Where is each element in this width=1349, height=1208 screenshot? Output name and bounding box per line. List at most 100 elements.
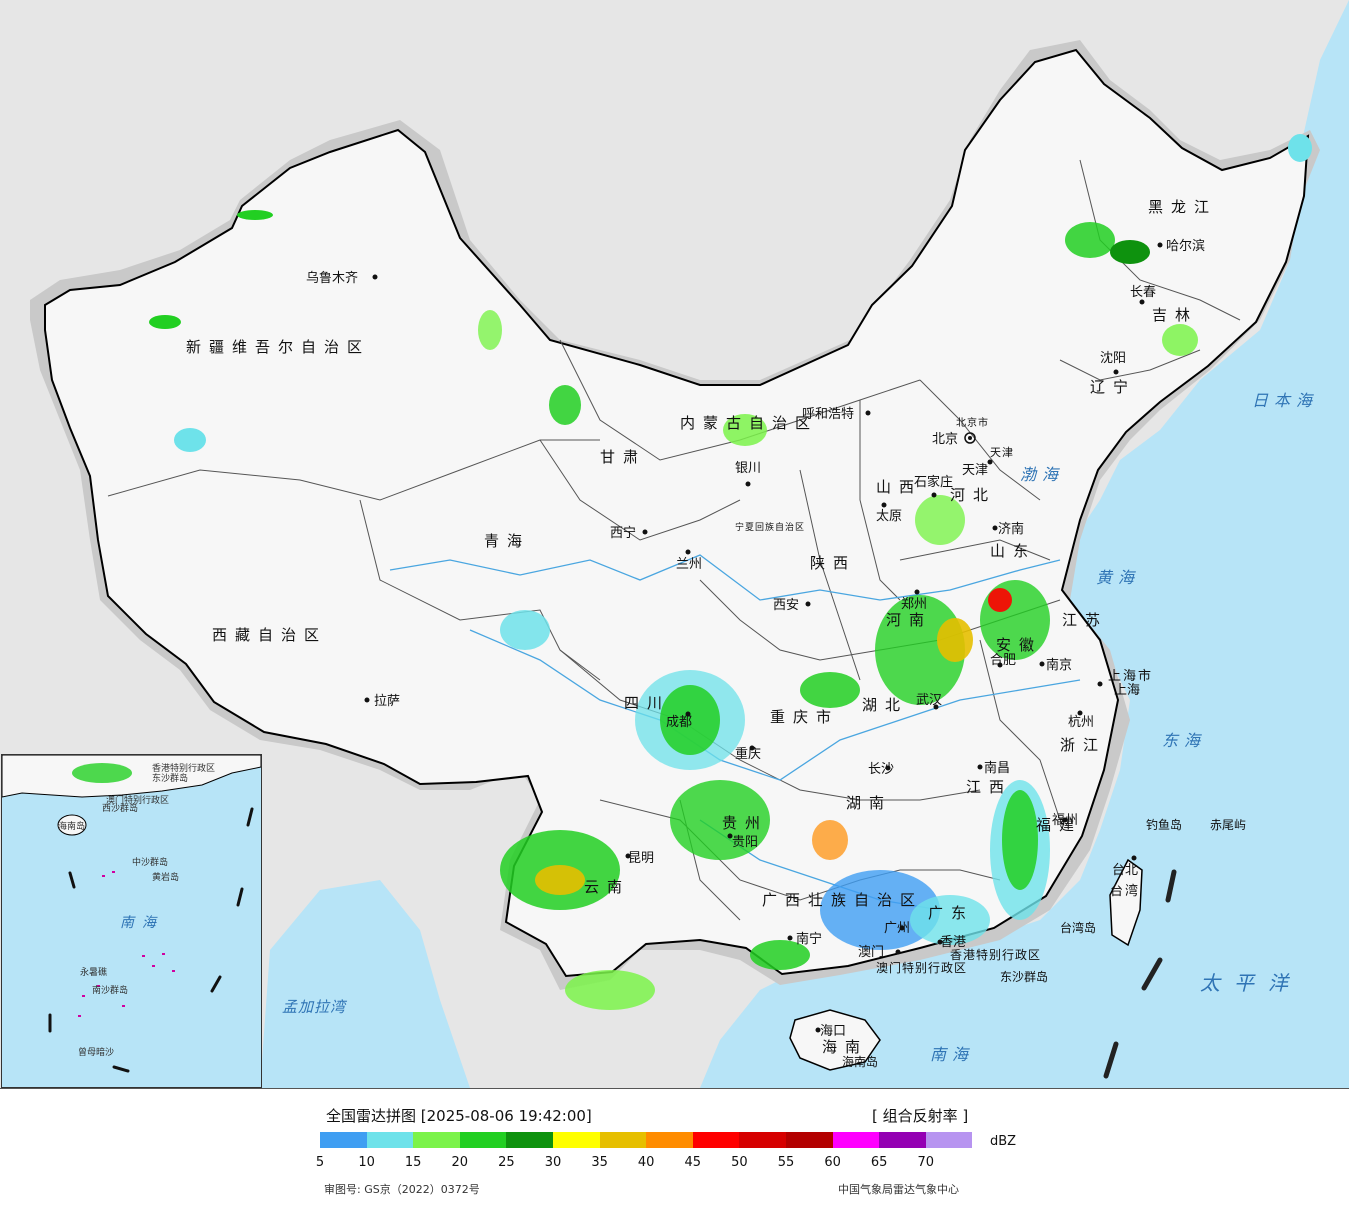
inset-dashes xyxy=(48,807,254,1073)
city-jinan: 济南 xyxy=(998,521,1024,537)
label-xinjiang: 新疆维吾尔自治区 xyxy=(186,338,370,356)
scale-tick-25: 25 xyxy=(498,1155,515,1170)
scale-tick-65: 65 xyxy=(870,1155,888,1170)
scale-color-60 xyxy=(832,1132,880,1148)
scale-color-70 xyxy=(925,1132,973,1148)
sea-japan: 日本海 xyxy=(1252,391,1318,410)
scale-color-30 xyxy=(552,1132,600,1148)
inset-macau: 澳门特别行政区 xyxy=(106,794,169,806)
inset-mainland xyxy=(2,755,261,798)
hainan-island xyxy=(789,1009,881,1071)
scale-unit: dBZ xyxy=(990,1134,1017,1149)
island-diaoyu: 钓鱼岛 xyxy=(1146,817,1182,832)
label-macau-sar: 澳门特别行政区 xyxy=(876,960,967,975)
sea-bay-of-bengal xyxy=(260,880,470,1088)
inset-xisha: 西沙群岛 xyxy=(102,802,138,814)
maritime-boundary xyxy=(1103,869,1177,1079)
scale-color-40 xyxy=(646,1132,693,1148)
scale-tick-40: 40 xyxy=(637,1155,655,1170)
label-hunan: 湖南 xyxy=(846,794,892,812)
island-taiwan: 台湾岛 xyxy=(1060,920,1096,935)
scale-tick-60: 60 xyxy=(824,1155,841,1170)
sea-east xyxy=(700,0,1349,1088)
label-beijing-city: 北京市 xyxy=(956,416,989,429)
label-guangxi: 广西壮族自治区 xyxy=(762,891,923,909)
sea-yellow: 黄海 xyxy=(1096,568,1140,587)
scale-color-20 xyxy=(459,1132,507,1148)
label-shanghai: 上海市 xyxy=(1108,668,1153,684)
label-heilongjiang: 黑龙江 xyxy=(1148,198,1217,216)
radar-echoes xyxy=(149,134,1312,1010)
legend-title: 全国雷达拼图 [2025-08-06 19:42:00] xyxy=(326,1107,592,1125)
city-tianjin: 天津 xyxy=(962,463,988,478)
sea-south: 南海 xyxy=(930,1045,974,1064)
city-chongqing: 重庆 xyxy=(735,746,761,762)
city-changchun: 长春 xyxy=(1130,285,1156,300)
city-guangzhou: 广州 xyxy=(884,921,910,936)
city-zhengzhou: 郑州 xyxy=(901,597,927,612)
scale-color-50 xyxy=(739,1132,786,1148)
city-harbin: 哈尔滨 xyxy=(1166,238,1205,254)
label-hongkong-sar: 香港特别行政区 xyxy=(950,947,1041,962)
label-jilin: 吉林 xyxy=(1152,306,1198,324)
sea-bengal: 孟加拉湾 xyxy=(282,998,348,1016)
label-guizhou: 贵州 xyxy=(722,814,768,832)
label-yunnan: 云南 xyxy=(584,878,630,896)
city-hangzhou: 杭州 xyxy=(1068,715,1094,730)
city-taipei: 台北 xyxy=(1112,863,1138,878)
city-lhasa: 拉萨 xyxy=(374,694,400,709)
city-layer: 乌鲁木齐 拉萨 西宁 兰州 银川 呼和浩特 北京 天津 石家庄 太原 xyxy=(306,238,1205,1039)
scale-color-5 xyxy=(320,1132,367,1148)
island-chiwei: 赤尾屿 xyxy=(1210,818,1246,832)
inset-zhongsha: 中沙群岛 xyxy=(132,856,168,868)
legend-panel xyxy=(0,1089,1349,1208)
inset-echo xyxy=(72,763,132,783)
source-credit: 中国气象局雷达气象中心 xyxy=(838,1183,959,1196)
scale-color-65 xyxy=(879,1132,926,1148)
scale-color-55 xyxy=(785,1132,833,1148)
label-hebei: 河北 xyxy=(950,486,996,504)
label-tianjin-city: 天津 xyxy=(990,446,1014,459)
city-lanzhou: 兰州 xyxy=(676,557,702,572)
label-anhui: 安徽 xyxy=(996,636,1042,654)
china-map: 新疆维吾尔自治区 西藏自治区 青海 甘肃 内蒙古自治区 黑龙江 吉林 辽宁 河北… xyxy=(30,0,1349,1088)
city-nanchang: 南昌 xyxy=(984,760,1010,776)
inset-yongshu: 永暑礁 xyxy=(80,966,107,978)
label-zhejiang: 浙江 xyxy=(1060,736,1106,754)
label-ningxia: 宁夏回族自治区 xyxy=(735,521,805,533)
city-kunming: 昆明 xyxy=(628,851,654,866)
scale-tick-20: 20 xyxy=(451,1155,469,1170)
inset-zengmu: 曾母暗沙 xyxy=(78,1046,114,1058)
label-xizang: 西藏自治区 xyxy=(212,626,327,644)
label-hainan: 海南 xyxy=(822,1038,868,1056)
island-hainan: 海南岛 xyxy=(842,1054,878,1069)
scale-tick-45: 45 xyxy=(684,1155,702,1170)
label-shandong: 山东 xyxy=(990,542,1036,560)
scale-color-25 xyxy=(506,1132,553,1148)
scale-color-35 xyxy=(599,1132,647,1148)
label-liaoning: 辽宁 xyxy=(1090,378,1136,396)
label-chongqing: 重庆市 xyxy=(770,708,839,726)
city-chengdu: 成都 xyxy=(666,715,692,730)
taiwan-island xyxy=(1109,858,1143,947)
label-shaanxi: 陕西 xyxy=(810,554,856,572)
city-shenyang: 沈阳 xyxy=(1100,351,1126,366)
scale-color-10 xyxy=(366,1132,414,1148)
city-xining: 西宁 xyxy=(610,525,636,541)
scale-color-45 xyxy=(692,1132,740,1148)
label-jiangsu: 江苏 xyxy=(1062,611,1108,629)
city-nanning: 南宁 xyxy=(796,931,822,947)
scale-color-15 xyxy=(413,1132,460,1148)
city-shanghai: 上海 xyxy=(1114,683,1140,698)
map-area: 新疆维吾尔自治区 西藏自治区 青海 甘肃 内蒙古自治区 黑龙江 吉林 辽宁 河北… xyxy=(0,0,1349,1089)
scale-tick-15: 15 xyxy=(404,1155,422,1170)
city-urumqi: 乌鲁木齐 xyxy=(306,270,358,286)
city-macau: 澳门 xyxy=(858,944,884,960)
city-haikou: 海口 xyxy=(820,1024,846,1039)
city-beijing: 北京 xyxy=(932,432,958,447)
scale-tick-70: 70 xyxy=(917,1155,935,1170)
city-xian: 西安 xyxy=(773,598,799,613)
scale-tick-30: 30 xyxy=(544,1155,562,1170)
scale-tick-35: 35 xyxy=(591,1155,608,1170)
